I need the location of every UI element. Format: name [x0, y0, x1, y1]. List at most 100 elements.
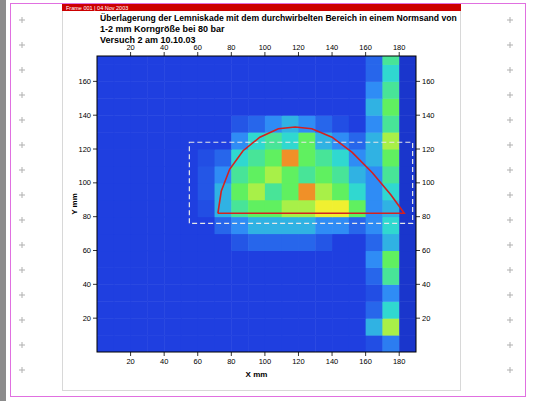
heatmap-cell — [282, 200, 299, 217]
x-tick — [231, 52, 232, 356]
heatmap-cell — [349, 132, 366, 149]
heatmap-cell — [298, 251, 315, 268]
heatmap-cell — [282, 64, 299, 81]
heatmap-cell — [382, 166, 399, 183]
heatmap-cell — [215, 64, 232, 81]
heatmap-cell — [265, 149, 282, 166]
heatmap-cell — [282, 149, 299, 166]
y-tick — [93, 216, 420, 217]
heatmap-cell — [282, 98, 299, 115]
heatmap-cell — [231, 115, 248, 132]
heatmap-cell — [265, 301, 282, 318]
heatmap-cell — [248, 234, 265, 251]
heatmap-cell — [147, 301, 164, 318]
heatmap-cell — [282, 183, 299, 200]
plus-mark — [19, 342, 25, 348]
heatmap-cell — [349, 56, 366, 65]
heatmap-cell — [315, 132, 332, 149]
x-tick-label-top: 140 — [326, 43, 339, 52]
heatmap-cell — [231, 251, 248, 268]
heatmap-cell — [366, 183, 383, 200]
heatmap-cell — [198, 335, 215, 352]
heatmap-cell — [131, 64, 148, 81]
heatmap-cell — [164, 200, 181, 217]
y-tick-label-right: 20 — [422, 314, 430, 323]
heatmap-cell — [399, 234, 416, 251]
y-tick-label: 140 — [78, 111, 91, 120]
heatmap-cell — [315, 98, 332, 115]
x-tick-label: 120 — [292, 357, 305, 366]
heatmap-cell — [248, 132, 265, 149]
plus-mark — [19, 17, 25, 23]
heatmap-cell — [366, 217, 383, 234]
heatmap-cell — [97, 335, 114, 352]
heatmap-cell — [131, 318, 148, 335]
heatmap-cell — [349, 81, 366, 98]
heatmap-cell — [147, 149, 164, 166]
heatmap-cell — [248, 318, 265, 335]
heatmap-cell — [366, 115, 383, 132]
heatmap-cell — [315, 335, 332, 352]
heatmap-cell — [198, 98, 215, 115]
heatmap-cell — [349, 217, 366, 234]
heatmap-cell — [399, 132, 416, 149]
plus-mark — [507, 217, 513, 223]
y-tick-label: 160 — [78, 77, 91, 86]
heatmap-cell — [366, 56, 383, 65]
heatmap-cell — [215, 267, 232, 284]
heatmap-cell — [131, 267, 148, 284]
x-tick-label-top: 160 — [359, 43, 372, 52]
heatmap-cell — [215, 200, 232, 217]
heatmap-cell — [349, 335, 366, 352]
plus-mark — [19, 192, 25, 198]
heatmap-cell — [114, 166, 131, 183]
heatmap-cell — [215, 81, 232, 98]
heatmap-cell — [164, 301, 181, 318]
heatmap-cell — [349, 183, 366, 200]
heatmap-cell — [198, 64, 215, 81]
heatmap-cell — [282, 335, 299, 352]
heatmap-cell — [97, 284, 114, 301]
heatmap-cell — [382, 217, 399, 234]
heatmap-cell — [332, 251, 349, 268]
heatmap-cell — [164, 217, 181, 234]
heatmap-cell — [332, 149, 349, 166]
heatmap-cell — [248, 183, 265, 200]
heatmap-cell — [332, 267, 349, 284]
y-tick-label: 60 — [83, 246, 91, 255]
plus-mark — [507, 292, 513, 298]
heatmap-cell — [399, 64, 416, 81]
heatmap-cell — [215, 132, 232, 149]
heatmap-cell — [131, 183, 148, 200]
x-tick-label-top: 60 — [194, 43, 202, 52]
heatmap-cell — [265, 318, 282, 335]
heatmap-cell — [282, 56, 299, 65]
plus-mark — [507, 142, 513, 148]
heatmap-cell — [366, 132, 383, 149]
plus-mark — [19, 67, 25, 73]
x-tick — [197, 52, 198, 356]
heatmap-cell — [97, 267, 114, 284]
heatmap-cell — [215, 149, 232, 166]
heatmap-cell — [131, 98, 148, 115]
heatmap-cell — [399, 149, 416, 166]
y-tick-label: 20 — [83, 314, 91, 323]
heatmap-cell — [164, 284, 181, 301]
heatmap-cell — [315, 56, 332, 65]
heatmap-cell — [315, 64, 332, 81]
y-tick-label: 120 — [78, 145, 91, 154]
heatmap-cell — [131, 149, 148, 166]
y-tick-label-right: 40 — [422, 280, 430, 289]
plus-mark — [507, 67, 513, 73]
heatmap-cell — [298, 64, 315, 81]
heatmap-cell — [198, 200, 215, 217]
x-tick — [164, 52, 165, 356]
heatmap-cell — [147, 284, 164, 301]
heatmap-cell — [399, 318, 416, 335]
heatmap-cell — [248, 200, 265, 217]
heatmap-cell — [215, 318, 232, 335]
heatmap-cell — [97, 166, 114, 183]
heatmap-cell — [349, 301, 366, 318]
heatmap-cell — [164, 166, 181, 183]
heatmap-cell — [298, 56, 315, 65]
